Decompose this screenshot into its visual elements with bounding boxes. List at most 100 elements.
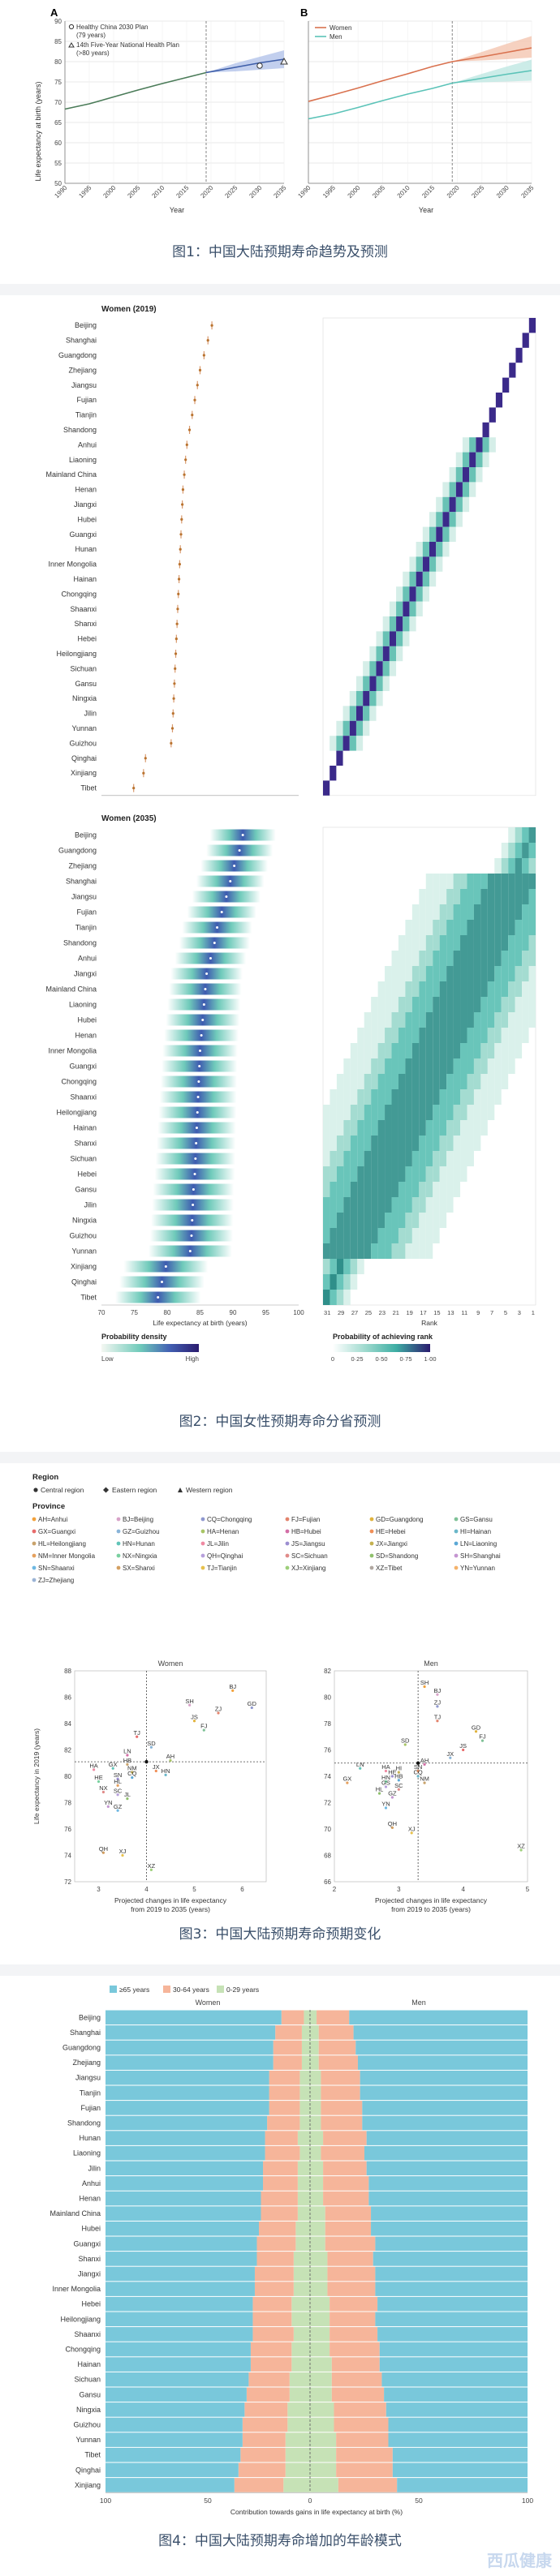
rank-cell [473,1089,481,1105]
rank-cell [398,1012,406,1028]
province-point-label: XJ [119,1848,127,1855]
estimate-point [201,1019,205,1021]
category-label: Jiangxi [78,2270,101,2278]
rank-cell [487,935,495,951]
province-label: Sichuan [70,664,97,672]
rank-cell [439,1043,447,1058]
rank-cell [364,1151,372,1166]
estimate-point [209,957,212,960]
province-point [106,1805,110,1808]
province-label: Jiangxi [74,500,97,509]
women-bar-segment [106,2085,269,2101]
rank-cell [411,1058,420,1074]
women-bar-segment [273,2055,302,2070]
x-tick-label: 2030 [248,184,263,200]
rank-cell [480,1074,488,1089]
rank-cell [460,997,467,1012]
rank-cell [501,1028,509,1043]
province-point [116,1809,119,1812]
rank-cell [508,951,515,966]
mainland-china-point [416,1761,420,1765]
province-label: Beijing [75,831,97,839]
x-tick-label: 2015 [174,184,190,200]
rank-cell [391,966,398,981]
women-bar-segment [273,2040,302,2055]
estimate-point [192,1188,195,1191]
women-bar-segment [256,2236,296,2252]
rank-cell [376,661,383,676]
rank-cell [385,981,392,997]
rank-cell [377,1243,386,1259]
rank-cell [460,1074,467,1089]
legend-item: ≥65 years [119,1986,149,1994]
province-label: Xinjiang [71,769,97,777]
panel-b: 1990 1995 2000 2005 2010 2015 2020 2025 2030 2035… [296,20,536,200]
province-point [231,1689,235,1692]
men-bar-segment [371,2206,528,2221]
rank-cell [462,482,470,497]
rank-cell [398,951,406,966]
rank-cell [336,1089,344,1105]
province-label: Mainland China [45,985,97,994]
women-bar-segment [261,2206,298,2221]
province-legend-item: TJ=Tianjin [207,1565,237,1572]
category-label: Yunnan [75,2436,101,2444]
province-color-icon [200,1553,205,1558]
rank-cell [377,1120,386,1136]
rank-cell [357,1028,364,1043]
rank-cell [494,951,502,966]
province-color-icon [32,1565,37,1570]
men-bar-segment [310,2206,325,2221]
rank-cell [419,904,426,920]
rank-cell [494,1058,502,1074]
province-point-label: HB [123,1757,131,1764]
men-bar-segment [327,2252,373,2266]
rank-cell [508,935,515,951]
province-legend-item: SX=Shanxi [123,1565,155,1572]
rank-cell [433,1058,440,1074]
rank-cell [460,951,467,966]
rank-cell [411,966,420,981]
rank-cell [439,889,447,904]
rank-cell [376,676,383,691]
province-legend-item: JS=Jiangsu [291,1540,325,1548]
province-point [93,1768,96,1771]
rank-cell [405,1120,412,1136]
province-point-label: SH [420,1679,429,1686]
rank-cell [398,1105,406,1120]
province-label: Anhui [78,440,97,449]
province-point [410,1831,413,1835]
rank-cell [460,904,467,920]
rank-cell [515,1012,523,1028]
rank-cell [508,1028,515,1043]
rank-cell [369,706,377,721]
rank-cell [508,920,515,935]
rank-cell [419,1043,426,1058]
province-legend-item: NM=Inner Mongolia [38,1552,96,1560]
y-tick-label: 70 [54,99,62,106]
panel-a-xlabel: Year [170,206,184,214]
women-bar-segment [259,2221,296,2236]
category-label: Zhejiang [72,2059,101,2067]
rank-cell [425,1058,433,1074]
rank-cell [398,1228,406,1243]
rank-cell [385,1120,392,1136]
province-point-label: GX [342,1775,351,1783]
rank-cell [350,1243,358,1259]
rank-cell [487,1105,495,1120]
rank-cell [363,706,370,721]
rank-cell [433,1105,440,1120]
rank-cell [323,1290,330,1305]
rank-cell [473,874,481,889]
rank-cell [453,920,461,935]
province-legend-item: SH=Shanghai [460,1552,501,1560]
rank-cell [439,1012,447,1028]
density-legend-high: High [186,1355,199,1363]
women-bar-segment [287,2402,310,2417]
rank-cell [508,827,515,843]
rank-cell [528,997,536,1012]
rank-cell [442,512,450,527]
province-label: Sichuan [70,1155,97,1163]
x-tick-label: 3 [97,1886,101,1893]
